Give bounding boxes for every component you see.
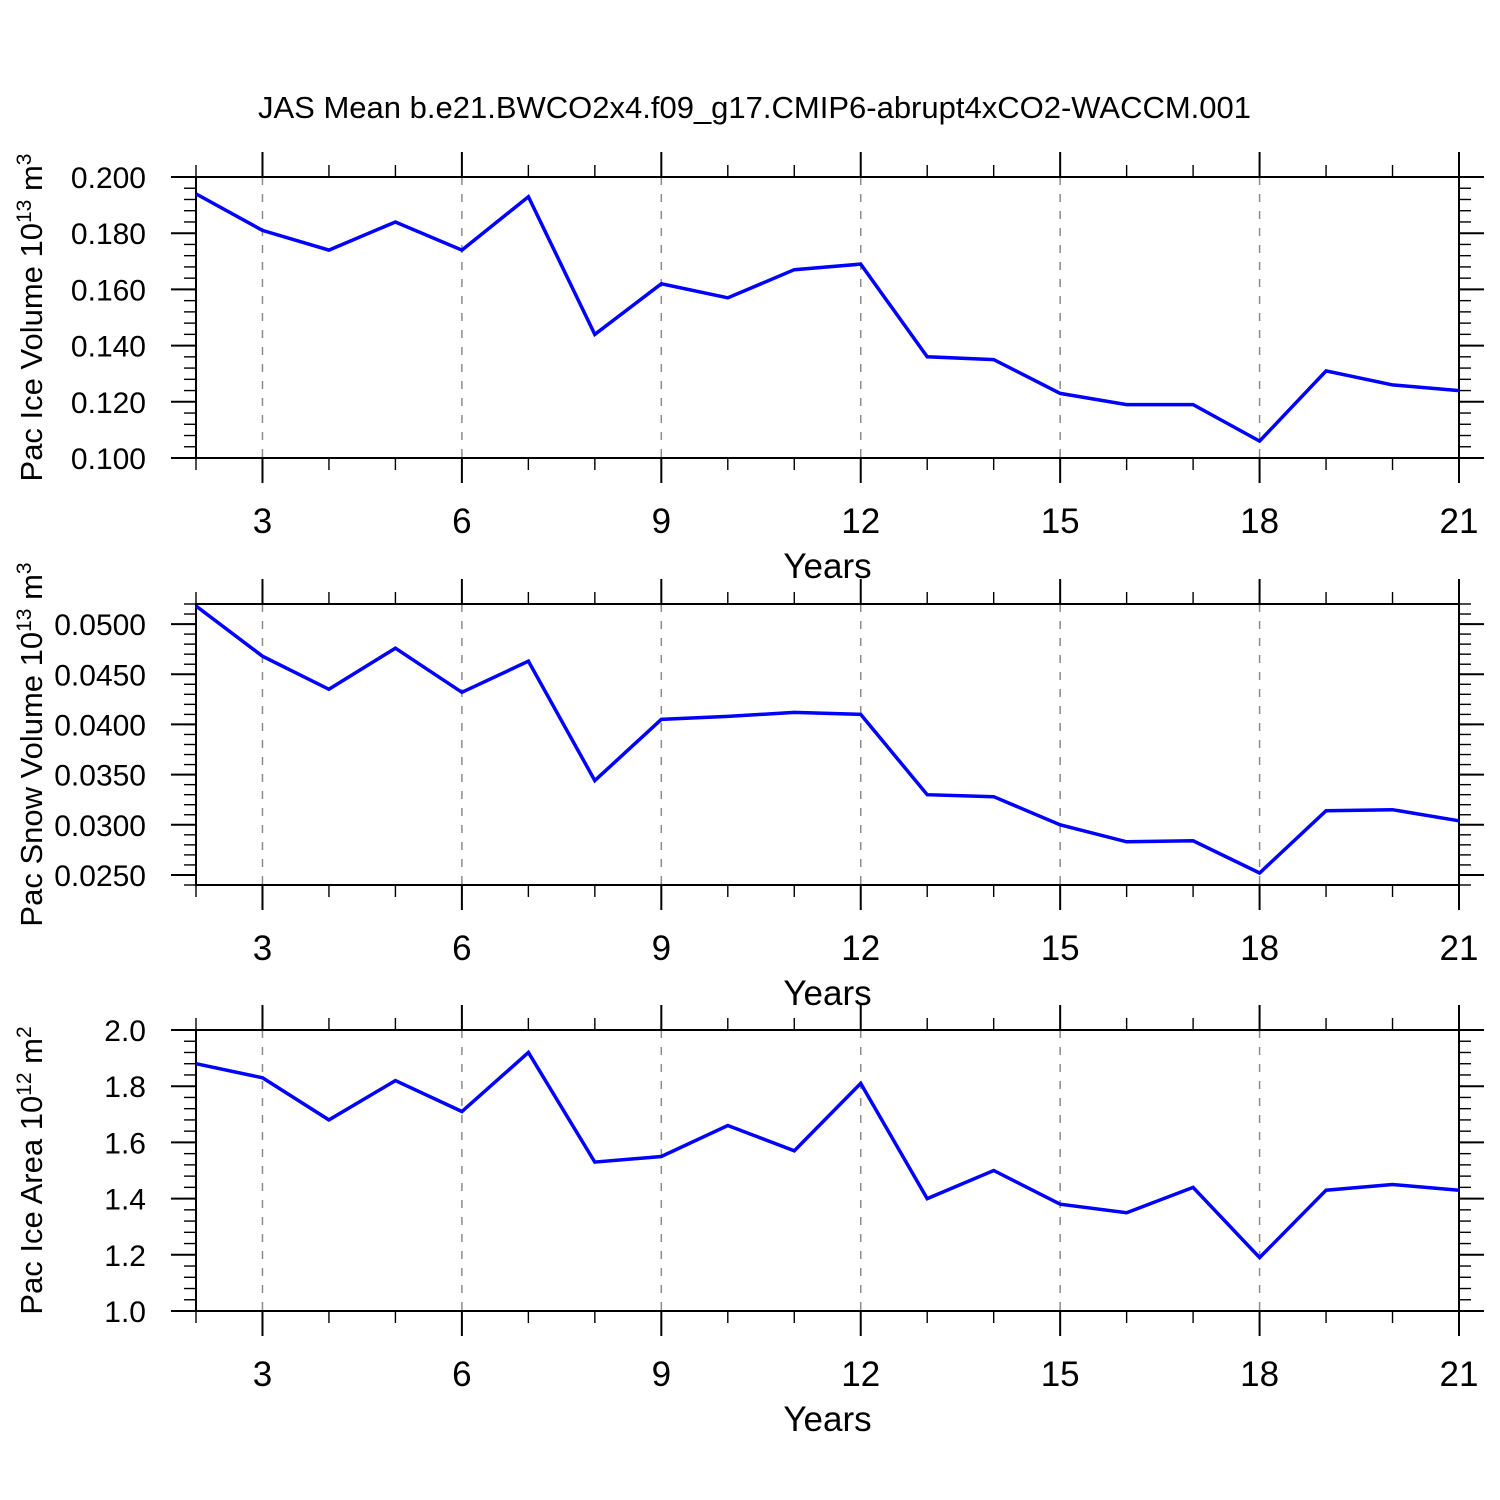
x-tick-label: 12 — [841, 929, 880, 968]
x-tick-label: 12 — [841, 502, 880, 541]
x-axis-title: Years — [783, 547, 871, 586]
y-tick-label: 2.0 — [104, 1015, 146, 1048]
y-tick-label: 0.200 — [71, 162, 146, 195]
panel-2: 3 6 9 12 15 18 21 0.0250 0.0300 0.0350 0.0400 0.045… — [13, 562, 1484, 1013]
y-tick-label: 0.0350 — [54, 760, 146, 793]
x-tick-label: 12 — [841, 1355, 880, 1394]
panel-frame — [195, 603, 1460, 886]
x-tick-label: 15 — [1041, 502, 1080, 541]
panel-frame — [195, 176, 1460, 459]
y-tick-label: 0.0500 — [54, 609, 146, 642]
x-tick-label: 18 — [1240, 502, 1279, 541]
x-tick-label: 9 — [652, 1355, 671, 1394]
x-axis-title: Years — [783, 1400, 871, 1439]
y-tick-label: 0.180 — [71, 218, 146, 251]
y-tick-label: 1.2 — [104, 1240, 146, 1273]
x-tick-label: 9 — [652, 929, 671, 968]
x-tick-label: 21 — [1440, 502, 1479, 541]
y-tick-label: 1.4 — [104, 1184, 146, 1217]
panel-3: 3 6 9 12 15 18 21 1.0 1.2 1.4 1.6 1.8 2.0 Years Pac Ic… — [13, 1005, 1484, 1439]
x-tick-label: 18 — [1240, 929, 1279, 968]
y-tick-label: 1.8 — [104, 1071, 146, 1104]
x-tick-label: 6 — [452, 502, 471, 541]
y-tick-label: 0.0250 — [54, 860, 146, 893]
y-tick-label: 0.0300 — [54, 810, 146, 843]
series-line-panel-3 — [195, 1049, 1460, 1261]
y-axis-title: Pac Ice Volume 1013 m3 — [13, 154, 49, 482]
x-tick-label: 6 — [452, 929, 471, 968]
x-tick-label: 3 — [253, 929, 272, 968]
x-tick-label: 3 — [253, 1355, 272, 1394]
y-tick-label: 0.100 — [71, 443, 146, 476]
series-line-panel-1 — [195, 192, 1460, 444]
y-tick-label: 1.0 — [104, 1296, 146, 1329]
y-tick-label: 0.140 — [71, 331, 146, 364]
y-axis-title: Pac Ice Area 1012 m2 — [13, 1026, 49, 1314]
x-tick-label: 3 — [253, 502, 272, 541]
y-axis-title: Pac Snow Volume 1013 m3 — [13, 562, 49, 926]
chart-title: JAS Mean b.e21.BWCO2x4.f09_g17.CMIP6-abr… — [258, 90, 1251, 125]
x-tick-label: 15 — [1041, 929, 1080, 968]
x-axis-title: Years — [783, 974, 871, 1013]
x-tick-label: 21 — [1440, 929, 1479, 968]
series-line-panel-2 — [194, 604, 1460, 876]
x-tick-label: 9 — [652, 502, 671, 541]
y-tick-label: 0.160 — [71, 274, 146, 307]
y-tick-label: 0.120 — [71, 387, 146, 420]
y-tick-label: 0.0400 — [54, 709, 146, 742]
panel-frame — [195, 1029, 1460, 1312]
y-tick-label: 1.6 — [104, 1127, 146, 1160]
x-tick-label: 6 — [452, 1355, 471, 1394]
x-tick-label: 15 — [1041, 1355, 1080, 1394]
y-tick-label: 0.0450 — [54, 659, 146, 692]
x-tick-label: 18 — [1240, 1355, 1279, 1394]
panel-1: 3 6 9 12 15 18 21 0.100 0.120 0.140 0.160 0.180 0.20… — [13, 152, 1484, 586]
x-tick-label: 21 — [1440, 1355, 1479, 1394]
